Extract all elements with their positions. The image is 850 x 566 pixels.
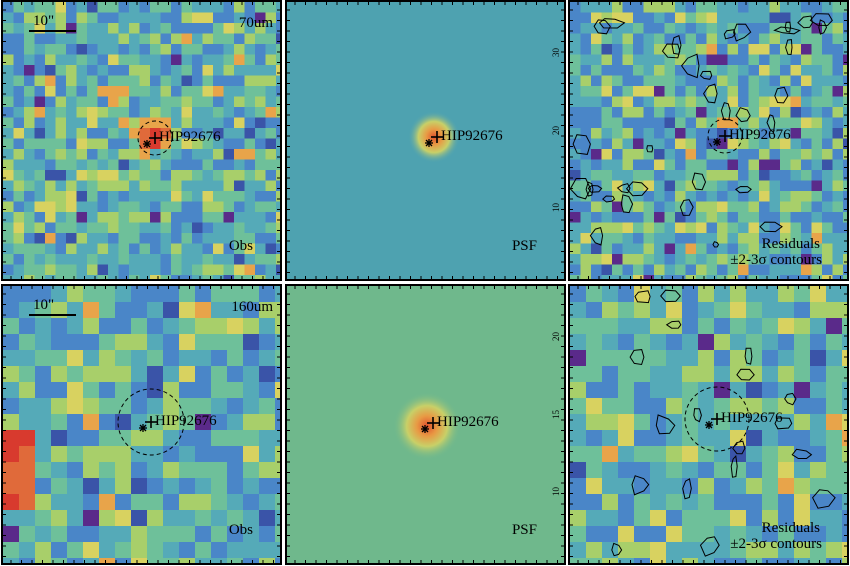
target-label: HIP92676 <box>729 127 791 143</box>
plus-marker-icon <box>149 132 161 144</box>
target-label: HIP92676 <box>155 413 217 429</box>
target-marker: HIP92676 <box>425 128 503 147</box>
residual-contours <box>611 289 836 557</box>
frame-ticks <box>3 286 280 563</box>
target-label: HIP92676 <box>159 129 221 145</box>
obs-160um-map: HIP92676 10" 160um Obs <box>3 286 280 563</box>
star-position-icon <box>705 421 713 429</box>
residuals-160um-map: HIP92676 Residuals±2-3σ contours <box>570 286 847 563</box>
frame-ticks <box>570 286 847 563</box>
axis-tick-label: 30 <box>551 48 561 58</box>
plus-marker-icon <box>719 130 731 142</box>
target-marker: HIP92676 <box>117 388 217 456</box>
target-label: HIP92676 <box>441 128 503 144</box>
target-marker: HIP92676 <box>707 118 791 154</box>
star-position-icon <box>713 138 721 146</box>
target-label: HIP92676 <box>721 410 783 426</box>
target-marker: HIP92676 <box>137 120 221 156</box>
contour-label: ±2-3σ contours <box>730 536 822 552</box>
contour-label: ±2-3σ contours <box>730 252 822 268</box>
plus-marker-icon <box>427 417 439 429</box>
band-label: 70um <box>239 15 274 31</box>
aperture-circle <box>137 120 173 156</box>
axis-tick-label: 10 <box>551 203 561 213</box>
panel-residuals-160um: HIP92676 Residuals ±2-3σ contours <box>568 284 849 565</box>
star-position-icon <box>425 139 433 147</box>
target-marker: HIP92676 <box>684 386 783 452</box>
residuals-label: Residuals <box>762 520 820 536</box>
pixel-grid <box>3 286 280 563</box>
target-label: HIP92676 <box>437 414 499 430</box>
pixel-grid <box>570 286 847 563</box>
scale-bar-label: 10" <box>33 13 54 29</box>
plus-marker-icon <box>711 413 723 425</box>
star-position-icon <box>139 424 147 432</box>
panel-psf-160um: HIP92676 PSF 20 15 10 <box>285 284 566 565</box>
panel-corner-label: PSF <box>512 522 537 538</box>
star-position-icon <box>421 425 429 433</box>
psf-160um-map: HIP92676 PSF 20 15 10 <box>287 286 564 563</box>
star-position-icon <box>143 140 151 148</box>
axis-tick-label: 10 <box>551 487 561 497</box>
frame-ticks <box>287 286 564 563</box>
plus-marker-icon <box>431 131 443 143</box>
panel-corner-label: Obs <box>229 522 253 538</box>
axis-tick-label: 15 <box>551 410 561 420</box>
panel-obs-70um: HIP92676 10" 70um Obs <box>1 0 282 281</box>
scale-bar-label: 10" <box>33 297 54 313</box>
axis-tick-label: 20 <box>551 126 561 136</box>
residual-contours <box>570 13 833 248</box>
aperture-circle <box>707 118 743 154</box>
residuals-label: Residuals <box>762 236 820 252</box>
frame-ticks <box>3 2 280 279</box>
panel-corner-label: PSF <box>512 238 537 254</box>
pixel-grid <box>570 2 847 279</box>
aperture-circle <box>684 386 750 452</box>
panel-residuals-70um: HIP92676 Residuals ±2-3σ contours <box>568 0 849 281</box>
psf-70um-map: HIP92676 PSF 30 20 10 <box>287 2 564 279</box>
panel-obs-160um: HIP92676 10" 160um Obs <box>1 284 282 565</box>
aperture-circle <box>117 388 185 456</box>
pixel-grid <box>3 2 280 279</box>
target-marker: HIP92676 <box>421 414 499 433</box>
obs-70um-map: HIP92676 10" 70um Obs <box>3 2 280 279</box>
plus-marker-icon <box>145 416 157 428</box>
band-label: 160um <box>231 299 273 315</box>
residuals-70um-map: HIP92676 Residuals±2-3σ contours <box>570 2 847 279</box>
axis-tick-label: 20 <box>551 332 561 342</box>
frame-ticks <box>287 2 564 279</box>
frame-ticks <box>570 2 847 279</box>
panel-psf-70um: HIP92676 PSF 30 20 10 <box>285 0 566 281</box>
psf-core <box>393 392 461 460</box>
panel-corner-label: Obs <box>229 238 253 254</box>
